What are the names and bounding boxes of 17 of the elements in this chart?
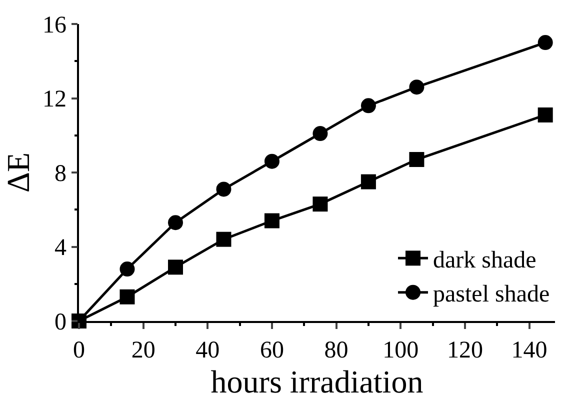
x-tick-label: 0	[73, 338, 85, 364]
x-tick-label: 40	[196, 338, 220, 364]
legend-label: dark shade	[433, 248, 536, 274]
y-tick-label: 8	[54, 160, 66, 187]
x-tick-label: 20	[131, 338, 156, 364]
y-axis-title: ΔE	[0, 152, 36, 193]
y-tick-label: 4	[54, 235, 66, 262]
x-tick-label: 60	[260, 338, 284, 364]
legend-label: pastel shade	[433, 282, 550, 308]
x-tick-label: 140	[511, 338, 548, 364]
x-tick-label: 120	[446, 338, 483, 364]
x-tick-label: 100	[382, 338, 419, 364]
x-axis-title: hours irradiation	[210, 364, 424, 400]
x-tick-label: 80	[324, 338, 348, 364]
y-tick-label: 16	[42, 12, 66, 38]
y-tick-label: 12	[42, 86, 66, 113]
y-tick-label: 0	[54, 309, 66, 336]
